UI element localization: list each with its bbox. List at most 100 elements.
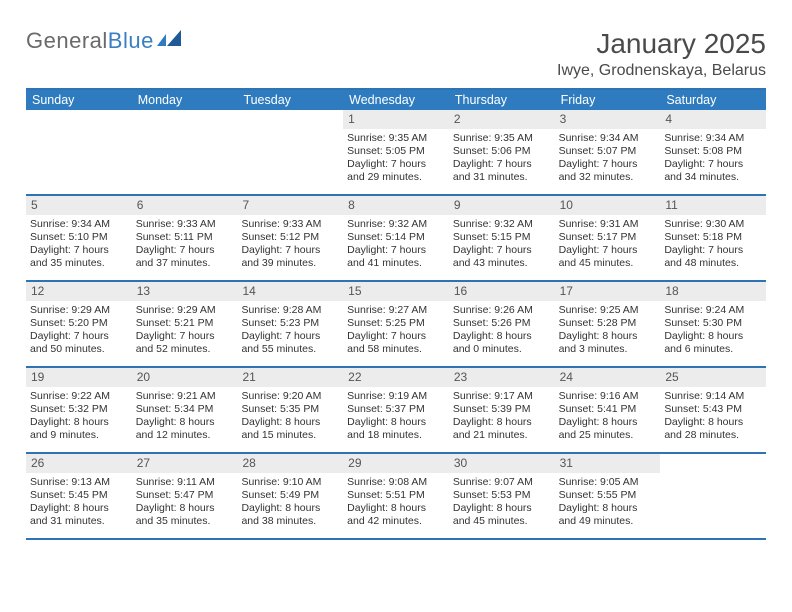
day-line: Sunrise: 9:34 AM (664, 132, 762, 145)
day-line: Sunrise: 9:05 AM (559, 476, 657, 489)
calendar-cell: 2Sunrise: 9:35 AMSunset: 5:06 PMDaylight… (449, 110, 555, 194)
day-line: Daylight: 8 hours (559, 502, 657, 515)
calendar-cell: 19Sunrise: 9:22 AMSunset: 5:32 PMDayligh… (26, 368, 132, 452)
day-number (660, 454, 766, 473)
day-body: Sunrise: 9:34 AMSunset: 5:08 PMDaylight:… (660, 131, 766, 189)
day-line: Daylight: 8 hours (136, 502, 234, 515)
day-line: and 42 minutes. (347, 515, 445, 528)
day-number: 10 (555, 196, 661, 215)
day-body: Sunrise: 9:11 AMSunset: 5:47 PMDaylight:… (132, 475, 238, 533)
calendar-cell: 26Sunrise: 9:13 AMSunset: 5:45 PMDayligh… (26, 454, 132, 538)
day-line: and 6 minutes. (664, 343, 762, 356)
day-line: Daylight: 8 hours (347, 416, 445, 429)
day-body: Sunrise: 9:29 AMSunset: 5:20 PMDaylight:… (26, 303, 132, 361)
day-line: Sunrise: 9:32 AM (453, 218, 551, 231)
calendar-cell: 10Sunrise: 9:31 AMSunset: 5:17 PMDayligh… (555, 196, 661, 280)
day-line: Sunset: 5:14 PM (347, 231, 445, 244)
day-line: and 31 minutes. (453, 171, 551, 184)
day-body: Sunrise: 9:32 AMSunset: 5:15 PMDaylight:… (449, 217, 555, 275)
day-body: Sunrise: 9:26 AMSunset: 5:26 PMDaylight:… (449, 303, 555, 361)
day-line: Sunrise: 9:24 AM (664, 304, 762, 317)
calendar-cell: 21Sunrise: 9:20 AMSunset: 5:35 PMDayligh… (237, 368, 343, 452)
calendar-cell: 4Sunrise: 9:34 AMSunset: 5:08 PMDaylight… (660, 110, 766, 194)
day-line: Daylight: 8 hours (664, 416, 762, 429)
day-number: 22 (343, 368, 449, 387)
calendar-cell: 11Sunrise: 9:30 AMSunset: 5:18 PMDayligh… (660, 196, 766, 280)
day-line: and 45 minutes. (453, 515, 551, 528)
calendar-cell: 1Sunrise: 9:35 AMSunset: 5:05 PMDaylight… (343, 110, 449, 194)
day-number: 5 (26, 196, 132, 215)
day-line: Sunrise: 9:22 AM (30, 390, 128, 403)
calendar-cell: 17Sunrise: 9:25 AMSunset: 5:28 PMDayligh… (555, 282, 661, 366)
day-line: and 31 minutes. (30, 515, 128, 528)
day-line: and 18 minutes. (347, 429, 445, 442)
day-number: 27 (132, 454, 238, 473)
day-body: Sunrise: 9:20 AMSunset: 5:35 PMDaylight:… (237, 389, 343, 447)
day-line: Daylight: 8 hours (241, 502, 339, 515)
day-number: 9 (449, 196, 555, 215)
day-line: and 58 minutes. (347, 343, 445, 356)
day-number (237, 110, 343, 129)
calendar-cell (237, 110, 343, 194)
calendar-cell: 23Sunrise: 9:17 AMSunset: 5:39 PMDayligh… (449, 368, 555, 452)
day-body: Sunrise: 9:27 AMSunset: 5:25 PMDaylight:… (343, 303, 449, 361)
day-line: Sunrise: 9:31 AM (559, 218, 657, 231)
day-line: Sunrise: 9:07 AM (453, 476, 551, 489)
calendar-cell: 25Sunrise: 9:14 AMSunset: 5:43 PMDayligh… (660, 368, 766, 452)
day-line: and 35 minutes. (30, 257, 128, 270)
day-line: Sunset: 5:23 PM (241, 317, 339, 330)
day-line: Sunset: 5:51 PM (347, 489, 445, 502)
day-line: Sunrise: 9:34 AM (559, 132, 657, 145)
day-line: Daylight: 7 hours (136, 244, 234, 257)
day-line: Sunset: 5:32 PM (30, 403, 128, 416)
day-body (26, 131, 132, 136)
day-line: Sunset: 5:12 PM (241, 231, 339, 244)
day-line: Sunset: 5:53 PM (453, 489, 551, 502)
day-line: Daylight: 8 hours (30, 416, 128, 429)
weekday-label: Thursday (449, 90, 555, 110)
day-line: Sunrise: 9:33 AM (241, 218, 339, 231)
day-line: Sunset: 5:20 PM (30, 317, 128, 330)
day-line: Daylight: 7 hours (347, 158, 445, 171)
day-line: Daylight: 8 hours (559, 330, 657, 343)
day-line: Daylight: 7 hours (453, 244, 551, 257)
weekday-label: Sunday (26, 90, 132, 110)
day-line: Sunrise: 9:30 AM (664, 218, 762, 231)
day-body: Sunrise: 9:25 AMSunset: 5:28 PMDaylight:… (555, 303, 661, 361)
day-line: and 39 minutes. (241, 257, 339, 270)
day-number: 31 (555, 454, 661, 473)
day-line: Sunset: 5:45 PM (30, 489, 128, 502)
location-text: Iwye, Grodnenskaya, Belarus (557, 62, 766, 80)
day-line: Sunset: 5:43 PM (664, 403, 762, 416)
day-line: and 52 minutes. (136, 343, 234, 356)
day-number: 11 (660, 196, 766, 215)
weekday-label: Friday (555, 90, 661, 110)
day-number (26, 110, 132, 129)
day-line: Daylight: 8 hours (453, 330, 551, 343)
day-number: 23 (449, 368, 555, 387)
day-number: 13 (132, 282, 238, 301)
day-number: 6 (132, 196, 238, 215)
day-line: and 48 minutes. (664, 257, 762, 270)
day-line: and 34 minutes. (664, 171, 762, 184)
day-line: Daylight: 7 hours (664, 244, 762, 257)
calendar-cell: 12Sunrise: 9:29 AMSunset: 5:20 PMDayligh… (26, 282, 132, 366)
day-number: 30 (449, 454, 555, 473)
day-line: Sunrise: 9:11 AM (136, 476, 234, 489)
weekday-label: Saturday (660, 90, 766, 110)
day-line: Sunset: 5:41 PM (559, 403, 657, 416)
calendar-cell: 29Sunrise: 9:08 AMSunset: 5:51 PMDayligh… (343, 454, 449, 538)
calendar-cell: 7Sunrise: 9:33 AMSunset: 5:12 PMDaylight… (237, 196, 343, 280)
day-number: 8 (343, 196, 449, 215)
day-body: Sunrise: 9:34 AMSunset: 5:10 PMDaylight:… (26, 217, 132, 275)
day-number: 26 (26, 454, 132, 473)
day-line: Daylight: 7 hours (347, 244, 445, 257)
day-line: Sunset: 5:10 PM (30, 231, 128, 244)
day-line: Daylight: 8 hours (453, 502, 551, 515)
calendar: Sunday Monday Tuesday Wednesday Thursday… (26, 88, 766, 540)
day-line: and 9 minutes. (30, 429, 128, 442)
day-line: Daylight: 8 hours (30, 502, 128, 515)
calendar-week: 19Sunrise: 9:22 AMSunset: 5:32 PMDayligh… (26, 368, 766, 454)
day-number: 7 (237, 196, 343, 215)
calendar-cell: 28Sunrise: 9:10 AMSunset: 5:49 PMDayligh… (237, 454, 343, 538)
